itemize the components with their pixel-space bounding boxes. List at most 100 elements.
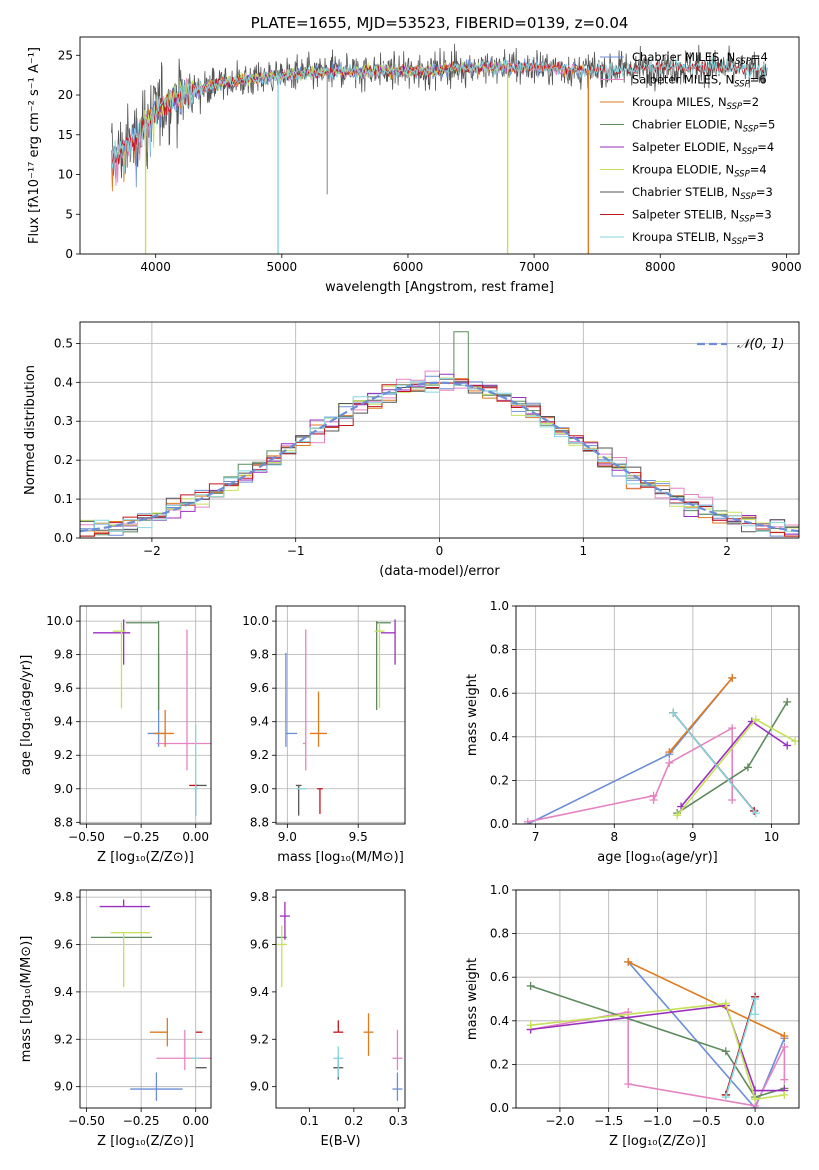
y-tick-label: 0.2 — [54, 453, 73, 467]
weight-marker — [649, 796, 658, 805]
x-tick-label: 9000 — [771, 260, 802, 274]
y-tick-label: 0.5 — [54, 336, 73, 350]
y-tick-label: 9.4 — [54, 715, 73, 729]
y-tick-label: 0.8 — [490, 927, 509, 941]
errorbar-point — [375, 621, 391, 710]
y-tick-label: 15 — [58, 128, 73, 142]
legend-name: Chabrier ELODIE, N — [632, 118, 743, 132]
axes-frame — [515, 889, 800, 1109]
weight-line — [527, 726, 733, 823]
legend-subscript: SSP — [732, 237, 748, 247]
errorbar-point — [93, 619, 131, 665]
weight-marker — [751, 995, 760, 1003]
y-tick-label: 9.0 — [54, 782, 73, 796]
spectrum-line — [111, 59, 587, 187]
mass-vs-ebv-axes: 0.1 0.2 0.3 9.0 9.2 9.4 9.6 9.8 E(B-V) — [250, 889, 408, 1149]
y-tick-label: 9.2 — [54, 748, 73, 762]
y-axis-label: mass [log₁₀(M/M⊙)] — [19, 936, 34, 1063]
legend-name: Salpeter MILES, N — [632, 73, 734, 87]
weight-line — [530, 1011, 786, 1107]
legend-name: Chabrier MILES, N — [632, 50, 735, 64]
weight-line — [668, 677, 733, 753]
weight-vs-Z-axes: −2.0 −1.5 −1.0 −0.5 0.0 0.0 0.2 0.4 0.6 0.8 1.0 Z [… — [465, 883, 800, 1149]
axes-frame — [79, 321, 800, 539]
legend-nssp: =3 — [747, 230, 764, 244]
legend-name: Kroupa STELIB, N — [632, 230, 732, 244]
errorbar-point — [147, 652, 166, 747]
x-axis-label: wavelength [Angstrom, rest frame] — [325, 280, 554, 295]
legend-nssp: =3 — [755, 208, 772, 222]
weight-line — [527, 677, 733, 824]
x-tick-label: −0.50 — [68, 830, 105, 844]
errorbar-point — [317, 788, 323, 814]
legend-label: Salpeter MILES, NSSP=6 — [632, 73, 767, 90]
legend: 𝒩(0, 1) — [697, 337, 784, 352]
weight-line — [672, 712, 757, 814]
legend-nssp: =3 — [756, 185, 773, 199]
y-tick-label: 0.6 — [490, 970, 509, 984]
x-tick-label: −1 — [287, 544, 305, 558]
axes-frame — [275, 605, 406, 825]
spectrum-line — [111, 61, 587, 192]
x-tick-label: −1.5 — [594, 1114, 623, 1128]
y-tick-label: 0 — [65, 247, 73, 261]
y-tick-label: 0.0 — [490, 817, 509, 831]
y-tick-label: 10.0 — [242, 614, 269, 628]
weight-marker — [721, 1047, 730, 1056]
legend-subscript: SSP — [740, 192, 756, 202]
weight-marker — [780, 1042, 789, 1051]
errorbar-point — [363, 1013, 374, 1056]
weight-marker — [783, 741, 792, 750]
x-tick-label: 0.00 — [182, 1114, 209, 1128]
legend-label: 𝒩(0, 1) — [737, 337, 784, 352]
weight-marker — [751, 715, 760, 724]
x-tick-label: 2 — [723, 544, 731, 558]
age-vs-mass-axes: 9.0 9.5 8.8 9.0 9.2 9.4 9.6 9.8 10.0 mass [log₁₀(… — [242, 605, 406, 865]
errorbar-point — [333, 1020, 344, 1033]
x-axis-label: E(B-V) — [320, 1134, 360, 1149]
weight-marker — [669, 708, 678, 717]
y-tick-label: 9.0 — [54, 1080, 73, 1094]
weight-marker — [526, 1021, 535, 1030]
x-axis-label: Z [log₁₀(Z/Z⊙)] — [609, 1134, 706, 1149]
y-axis-label: mass weight — [465, 958, 480, 1040]
y-tick-label: 0.3 — [54, 414, 73, 428]
x-tick-label: −0.25 — [123, 830, 160, 844]
x-tick-label: 0.1 — [300, 1114, 319, 1128]
legend-subscript: SSP — [727, 102, 743, 112]
weight-marker — [624, 957, 633, 966]
y-tick-label: 9.6 — [54, 938, 73, 952]
x-tick-label: 0.2 — [344, 1114, 363, 1128]
x-tick-label: −2 — [143, 544, 161, 558]
x-tick-label: 9 — [689, 830, 697, 844]
y-tick-label: 9.6 — [250, 938, 269, 952]
errorbar-point — [333, 1046, 344, 1078]
x-tick-label: −1.0 — [643, 1114, 672, 1128]
errorbar-point — [99, 899, 150, 908]
x-tick-label: 7000 — [519, 260, 550, 274]
errorbar-point — [302, 629, 307, 771]
x-tick-label: 0.0 — [746, 1114, 765, 1128]
x-tick-label: 9.5 — [349, 830, 368, 844]
x-tick-label: 10 — [764, 830, 779, 844]
x-tick-label: 8000 — [645, 260, 676, 274]
y-tick-label: 0.1 — [54, 492, 73, 506]
weight-marker — [665, 758, 674, 767]
axes-frame — [515, 605, 800, 825]
y-axis-label: age [log₁₀(age/yr)] — [19, 655, 34, 776]
legend-label: Kroupa STELIB, NSSP=3 — [632, 230, 764, 247]
errorbar-point — [285, 652, 298, 747]
weight-marker — [780, 1032, 789, 1041]
errorbar-point — [156, 629, 211, 771]
weight-marker — [743, 763, 752, 772]
weight-marker — [751, 1010, 760, 1019]
legend-nssp: =6 — [750, 73, 767, 87]
x-tick-label: 5000 — [267, 260, 298, 274]
y-tick-label: 0.4 — [490, 1014, 509, 1028]
residuals-axes: −2 −1 0 1 2 0.0 0.1 0.2 0.3 0.4 0.5 (data-model)/er… — [23, 321, 800, 579]
x-tick-label: 0.3 — [389, 1114, 408, 1128]
x-axis-label: age [log₁₀(age/yr)] — [597, 850, 718, 865]
axes-frame — [79, 889, 212, 1109]
y-tick-label: 0.0 — [490, 1101, 509, 1115]
